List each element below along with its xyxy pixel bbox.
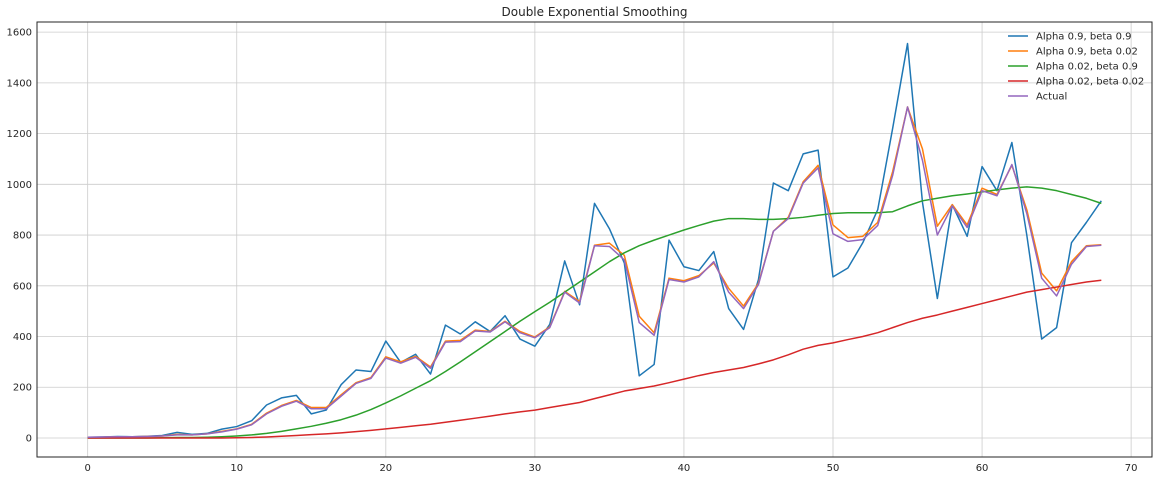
x-tick-label: 40: [678, 463, 691, 474]
series-layer: [87, 42, 1102, 439]
grid: [37, 22, 1152, 457]
legend-label: Alpha 0.9, beta 0.9: [1036, 32, 1132, 43]
x-tick-label: 50: [827, 463, 840, 474]
y-tick-label: 200: [13, 383, 32, 394]
chart-title: Double Exponential Smoothing: [502, 5, 688, 19]
y-tick-label: 400: [13, 332, 32, 343]
legend-label: Alpha 0.9, beta 0.02: [1036, 47, 1138, 58]
legend-label: Alpha 0.02, beta 0.9: [1036, 62, 1138, 73]
x-tick-label: 70: [1125, 463, 1138, 474]
series-line-alpha-0-9-beta-0-9: [87, 42, 1102, 438]
x-tick-label: 0: [84, 463, 90, 474]
series-line-alpha-0-02-beta-0-9: [87, 186, 1102, 439]
y-tick-label: 1400: [7, 78, 32, 89]
series-line-actual: [87, 106, 1102, 438]
x-tick-label: 30: [529, 463, 542, 474]
y-tick-label: 600: [13, 281, 32, 292]
y-tick-label: 1200: [7, 129, 32, 140]
legend-label: Actual: [1036, 92, 1067, 103]
y-tick-label: 0: [26, 433, 32, 444]
plot-frame: [36, 21, 1153, 458]
y-tick-label: 800: [13, 231, 32, 242]
y-tick-label: 1000: [7, 180, 32, 191]
y-axis-ticks: 0 200 400 600 800 1000 1200 1400 1600: [7, 28, 32, 445]
x-tick-label: 20: [379, 463, 392, 474]
x-tick-label: 60: [976, 463, 989, 474]
legend-label: Alpha 0.02, beta 0.02: [1036, 77, 1144, 88]
x-tick-label: 10: [230, 463, 243, 474]
x-axis-ticks: 0 10 20 30 40 50 60 70: [84, 463, 1137, 474]
series-line-alpha-0-02-beta-0-02: [87, 279, 1102, 439]
legend: Alpha 0.9, beta 0.9 Alpha 0.9, beta 0.02 A…: [1008, 32, 1144, 103]
y-tick-label: 1600: [7, 28, 32, 39]
